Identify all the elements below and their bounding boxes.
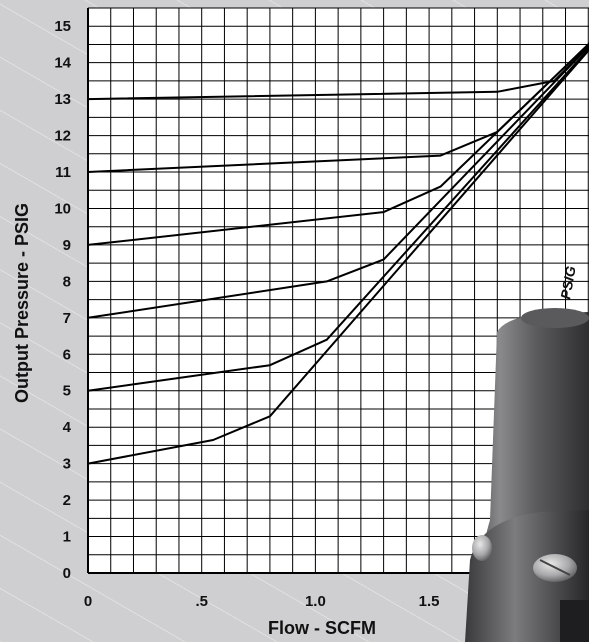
y-tick-label: 14: [54, 55, 71, 72]
y-tick-label: 3: [63, 456, 71, 473]
y-tick-label: 0: [63, 565, 71, 582]
y-tick-label: 13: [54, 91, 71, 108]
regulator-photo: [465, 308, 589, 642]
series-line-6: [87, 44, 589, 101]
y-tick-label: 5: [63, 383, 71, 400]
x-tick-label: 0: [84, 593, 92, 610]
y-axis-title: Output Pressure - PSIG: [12, 203, 32, 403]
x-tick-label: 1.5: [419, 593, 440, 610]
x-tick-label: 1.0: [305, 593, 326, 610]
series-line-3: [87, 44, 589, 319]
y-tick-label: 12: [54, 128, 71, 145]
y-tick-label: 9: [63, 237, 71, 254]
y-tick-label: 8: [63, 273, 71, 290]
y-tick-label: 10: [54, 200, 71, 217]
series-line-1: [87, 48, 589, 465]
y-tick-label: 2: [63, 492, 71, 509]
y-tick-label: 6: [63, 346, 71, 363]
x-tick-label: .5: [195, 593, 208, 610]
y-tick-label: 1: [63, 529, 71, 546]
x-axis-title: Flow - SCFM: [268, 618, 376, 638]
y-tick-label: 11: [55, 164, 71, 181]
series-line-5: [87, 42, 589, 173]
y-tick-label: 4: [63, 419, 72, 436]
y-tick-label: 7: [63, 310, 71, 327]
series-line-2: [87, 47, 589, 392]
corner-psig-label: PSIG: [557, 265, 579, 301]
y-tick-label: 15: [54, 18, 71, 35]
series-layer: [87, 42, 589, 465]
